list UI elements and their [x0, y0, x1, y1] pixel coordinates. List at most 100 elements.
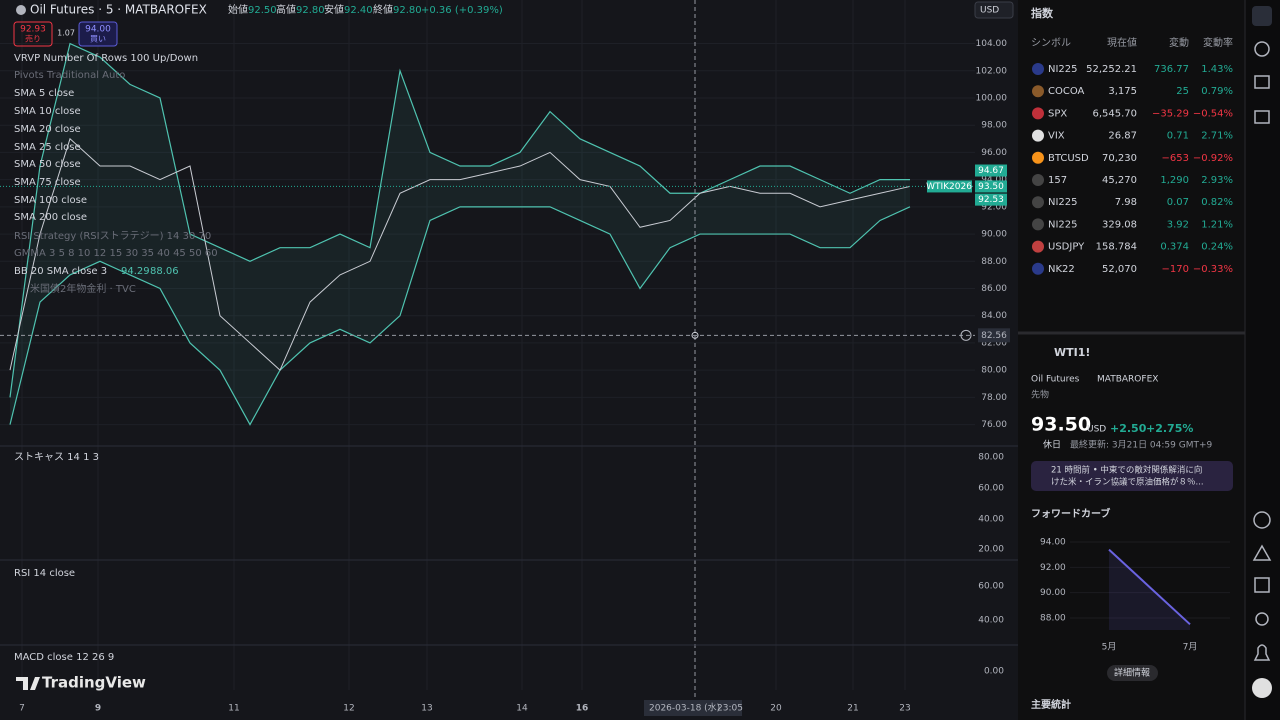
spread: 1.07 [57, 29, 75, 38]
indicator: SMA 25 close [14, 142, 81, 153]
indicator: Pivots Traditional Auto [14, 70, 125, 81]
pane-tick: 40.00 [978, 515, 1004, 525]
crosshair-price-box [978, 328, 1010, 343]
side-panel [1018, 0, 1245, 720]
ohlc: 安値 [324, 3, 344, 16]
more-btn[interactable] [1107, 665, 1158, 681]
ohlc: 92.80 [296, 5, 325, 16]
icon-bar [1245, 0, 1280, 720]
icon-ideas[interactable] [1252, 544, 1272, 561]
ohlc: 高値 [276, 3, 296, 16]
icon-news[interactable] [1255, 612, 1269, 626]
ohlc-change: +0.36 (+0.39%) [421, 5, 503, 16]
bb-value: 88.06 [150, 266, 179, 277]
icon-menu[interactable] [1252, 678, 1272, 698]
watch-cell: 0.07 [1167, 197, 1189, 208]
pane-tick: 40.00 [978, 616, 1004, 626]
crosshair-plus[interactable] [960, 329, 972, 341]
pane-tick: 0.00 [984, 667, 1004, 677]
ohlc: 92.80 [393, 5, 422, 16]
indicator: RSI Strategy (RSIストラテジー) 14 30 70 [14, 230, 211, 242]
x-tick-label: 21 [847, 704, 858, 714]
y-tick-label: 86.00 [981, 284, 1007, 294]
x-tick-label: 11 [228, 704, 239, 714]
buy-btn[interactable] [78, 21, 118, 47]
watch-cell: −170 [1162, 264, 1189, 275]
icon-chat[interactable] [1254, 110, 1270, 124]
watch-cell: 52,252.21 [1086, 64, 1137, 75]
brand: TradingView [42, 674, 146, 692]
watch-cell: 6,545.70 [1092, 108, 1137, 119]
column-header: シンボル [1031, 37, 1071, 49]
bb-lower [9, 206, 911, 426]
watch-cell: 2.93% [1201, 175, 1233, 186]
price-tag-label: 93.50 [978, 182, 1004, 192]
watch-cell: 1.43% [1201, 64, 1233, 75]
icon-layers[interactable] [1254, 75, 1270, 89]
watch-cell: NI225 [1048, 219, 1078, 230]
crosshair-date: 2026-03-18 (水) [649, 702, 720, 714]
column-header: 変動 [1169, 36, 1189, 49]
watch-cell: −0.92% [1193, 153, 1233, 164]
indicator: SMA 10 close [14, 106, 81, 117]
crosshair-time: 23:05 [717, 704, 743, 714]
x-tick-label: 14 [516, 704, 528, 714]
watch-cell: SPX [1048, 108, 1067, 119]
icon-watchlist[interactable] [1252, 6, 1272, 26]
y-tick-label: 78.00 [981, 393, 1007, 403]
column-header: 現在値 [1107, 36, 1137, 49]
x-tick-label: 7 [19, 704, 25, 714]
icon-group [1252, 6, 1272, 698]
detail-price: 93.50 [1031, 414, 1091, 436]
detail-updated: 最終更新: 3月21日 04:59 GMT+9 [1070, 439, 1213, 451]
y-tick-label: 96.00 [981, 148, 1007, 158]
buy-price: 94.00 [85, 25, 111, 35]
symbol-tag-label: WTIK2026 [926, 182, 972, 192]
pane-tick: 60.00 [978, 484, 1004, 494]
bb-upper [9, 42, 910, 398]
crosshair-dot [691, 331, 699, 339]
price-tag [975, 164, 1007, 177]
watch-cell: 158.784 [1096, 242, 1137, 253]
detail-change: +2.50 [1110, 422, 1147, 435]
symbol-logo [1032, 262, 1044, 275]
price-tag [975, 180, 1007, 193]
watch-cell: 25 [1176, 86, 1189, 97]
fc-y-tick: 88.00 [1040, 613, 1066, 623]
watch-cell: BTCUSD [1048, 153, 1089, 164]
symbol-logo [1032, 240, 1044, 253]
watch-cell: 157 [1048, 175, 1067, 186]
symbol-logo [1032, 218, 1044, 231]
symbol-tag [927, 180, 972, 193]
indicator: SMA 100 close [14, 195, 87, 206]
icon-calendar[interactable] [1254, 577, 1270, 593]
x-tick-label: 9 [95, 704, 101, 714]
currency: USD [980, 6, 999, 16]
watch-cell: 26.87 [1108, 131, 1137, 142]
pane-title: MACD close 12 26 9 [14, 652, 114, 663]
icon-bell[interactable] [1253, 644, 1271, 661]
news-box[interactable] [1031, 461, 1233, 491]
ohlc: 始値 [228, 3, 248, 16]
detail-exchange: MATBAROFEX [1097, 375, 1158, 385]
watch-cell: −0.54% [1193, 108, 1233, 119]
y-tick-label: 102.00 [976, 66, 1008, 76]
watch-cell: NI225 [1048, 197, 1078, 208]
sell-btn[interactable] [13, 21, 53, 47]
icon-alerts[interactable] [1254, 41, 1270, 57]
currency-btn[interactable] [974, 1, 1014, 19]
watch-cell: 736.77 [1154, 64, 1189, 75]
icon-target[interactable] [1253, 511, 1271, 529]
watch-cell: 3,175 [1108, 86, 1137, 97]
watch-cell: COCOA [1048, 86, 1085, 97]
crosshair-price: 82.56 [981, 331, 1007, 341]
watch-cell: VIX [1048, 131, 1065, 142]
watch-cell: 0.71 [1167, 131, 1189, 142]
sell-price: 92.93 [20, 25, 46, 35]
watch-cell: 45,270 [1102, 175, 1137, 186]
symbol-logo [1032, 196, 1044, 209]
buy-label: 買い [90, 35, 106, 44]
watch-cell: 0.79% [1201, 86, 1233, 97]
